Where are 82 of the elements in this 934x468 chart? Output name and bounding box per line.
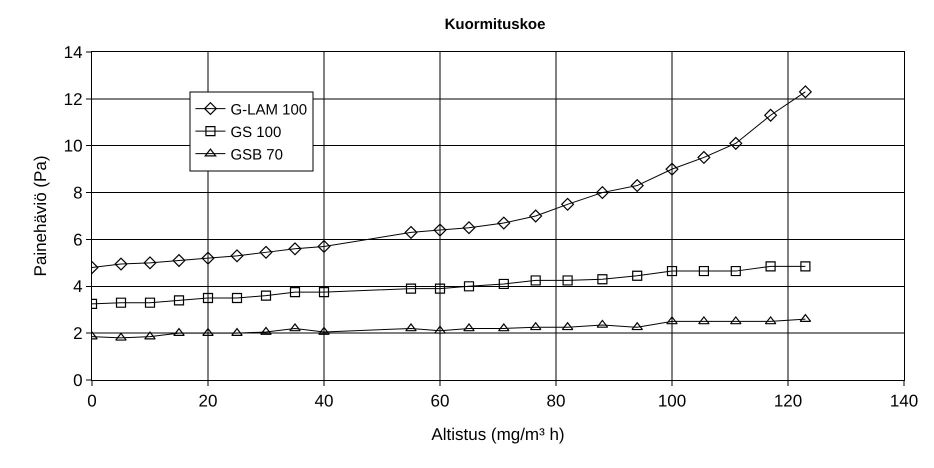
point xyxy=(800,314,812,322)
point xyxy=(497,216,510,230)
legend-label: GS 100 xyxy=(230,124,282,141)
point xyxy=(729,136,742,150)
point xyxy=(463,323,475,332)
x-tick-label: 60 xyxy=(430,391,450,410)
point xyxy=(260,246,272,259)
point xyxy=(404,226,418,239)
x-tick-label: 0 xyxy=(87,391,97,410)
x-tick-label: 40 xyxy=(314,391,334,410)
point xyxy=(764,108,778,122)
point xyxy=(318,287,330,298)
point xyxy=(288,242,302,256)
point xyxy=(144,298,156,308)
point xyxy=(666,162,678,176)
point xyxy=(666,316,678,324)
point xyxy=(434,326,446,334)
point xyxy=(798,85,812,98)
point xyxy=(596,186,609,200)
point xyxy=(202,292,214,304)
point xyxy=(318,326,330,335)
point xyxy=(498,278,509,290)
point xyxy=(144,332,156,340)
point xyxy=(666,266,678,276)
point xyxy=(115,332,127,341)
point xyxy=(766,261,776,272)
point xyxy=(260,290,272,301)
x-tick-label: 140 xyxy=(890,391,918,410)
point xyxy=(405,323,417,332)
chart-title: Kuormituskoe xyxy=(444,16,546,34)
point xyxy=(290,287,300,298)
y-tick-label: 6 xyxy=(73,230,83,250)
x-axis-title: Altistus (mg/m³ h) xyxy=(431,424,565,444)
y-tick-label: 4 xyxy=(73,277,83,296)
point xyxy=(498,323,510,332)
y-tick-label: 10 xyxy=(64,136,83,156)
x-tick-label: 80 xyxy=(546,391,566,410)
point xyxy=(730,316,742,324)
y-tick-label: 2 xyxy=(73,324,83,344)
point xyxy=(114,258,128,270)
point xyxy=(462,221,476,234)
point xyxy=(318,240,330,253)
y-tick-label: 8 xyxy=(73,184,83,203)
x-tick-label: 100 xyxy=(658,391,686,410)
point xyxy=(232,292,242,304)
y-tick-label: 0 xyxy=(73,370,83,390)
point xyxy=(464,281,474,292)
point xyxy=(562,322,574,330)
point xyxy=(230,249,244,262)
point xyxy=(730,266,741,276)
point xyxy=(698,266,709,276)
x-tick-label: 120 xyxy=(774,391,802,410)
point xyxy=(174,295,184,306)
point xyxy=(289,323,301,332)
point xyxy=(116,298,126,308)
point xyxy=(434,224,446,237)
point xyxy=(144,256,156,270)
point xyxy=(697,150,710,164)
point xyxy=(172,254,186,267)
point xyxy=(562,275,573,286)
point xyxy=(630,179,644,192)
point xyxy=(202,252,214,265)
point xyxy=(530,275,541,286)
point xyxy=(764,316,776,324)
point xyxy=(529,210,542,222)
point xyxy=(561,198,574,211)
point xyxy=(406,284,416,294)
point xyxy=(597,274,608,284)
point xyxy=(631,322,643,330)
point xyxy=(596,320,608,328)
legend-label: G-LAM 100 xyxy=(230,101,308,118)
point xyxy=(800,261,810,272)
point xyxy=(434,284,446,294)
point xyxy=(632,270,642,281)
point xyxy=(530,322,542,330)
y-tick-label: 14 xyxy=(64,42,83,62)
point xyxy=(698,316,710,324)
y-axis-title: Painehäviö (Pa) xyxy=(31,156,50,276)
legend-label: GSB 70 xyxy=(230,146,283,164)
y-tick-label: 12 xyxy=(64,90,83,109)
point xyxy=(260,326,272,335)
x-tick-label: 20 xyxy=(198,391,218,410)
